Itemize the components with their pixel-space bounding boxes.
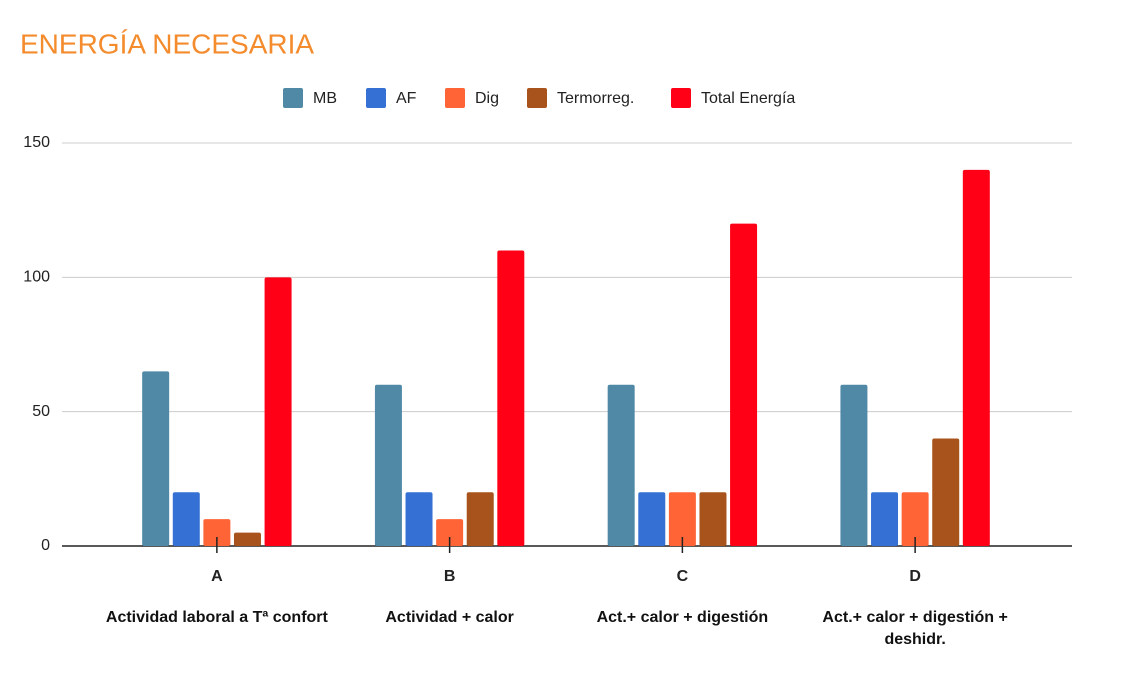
x-tick-label: C (677, 568, 689, 585)
legend-label: Dig (475, 90, 499, 107)
bar (638, 492, 666, 546)
category-description: Act.+ calor + digestión + deshidr. (822, 609, 1008, 648)
legend-swatch (283, 88, 303, 108)
bar (142, 371, 170, 546)
bar (932, 438, 960, 546)
bar (730, 223, 758, 546)
bar (871, 492, 899, 546)
bar (962, 169, 990, 546)
legend-swatch (671, 88, 691, 108)
category-description: Actividad laboral a Tª confort (105, 609, 328, 626)
bar (497, 250, 525, 546)
bar (233, 532, 261, 546)
bar (607, 384, 635, 546)
category-description: Act.+ calor + digestión (596, 609, 769, 626)
legend-label: Total Energía (701, 90, 795, 107)
bar (203, 519, 231, 546)
legend-swatch (445, 88, 465, 108)
bar (374, 384, 402, 546)
bar (466, 492, 494, 546)
x-tick-label: A (211, 568, 223, 585)
bar (172, 492, 200, 546)
y-tick-label: 50 (32, 403, 50, 420)
bar (436, 519, 464, 546)
category-description: Actividad + calor (385, 609, 514, 626)
bar (405, 492, 433, 546)
y-tick-label: 0 (41, 537, 50, 554)
legend-label: Termorreg. (557, 90, 634, 107)
legend-swatch (366, 88, 386, 108)
bar (901, 492, 929, 546)
y-tick-label: 100 (23, 269, 50, 286)
y-tick-label: 150 (23, 134, 50, 151)
legend-label: AF (396, 90, 417, 107)
bar (668, 492, 696, 546)
chart-title: ENERGÍA NECESARIA (20, 28, 314, 59)
bar (264, 277, 292, 546)
legend-swatch (527, 88, 547, 108)
bar (840, 384, 868, 546)
x-tick-label: D (909, 568, 921, 585)
bar (699, 492, 727, 546)
legend-label: MB (313, 90, 337, 107)
x-tick-label: B (444, 568, 456, 585)
